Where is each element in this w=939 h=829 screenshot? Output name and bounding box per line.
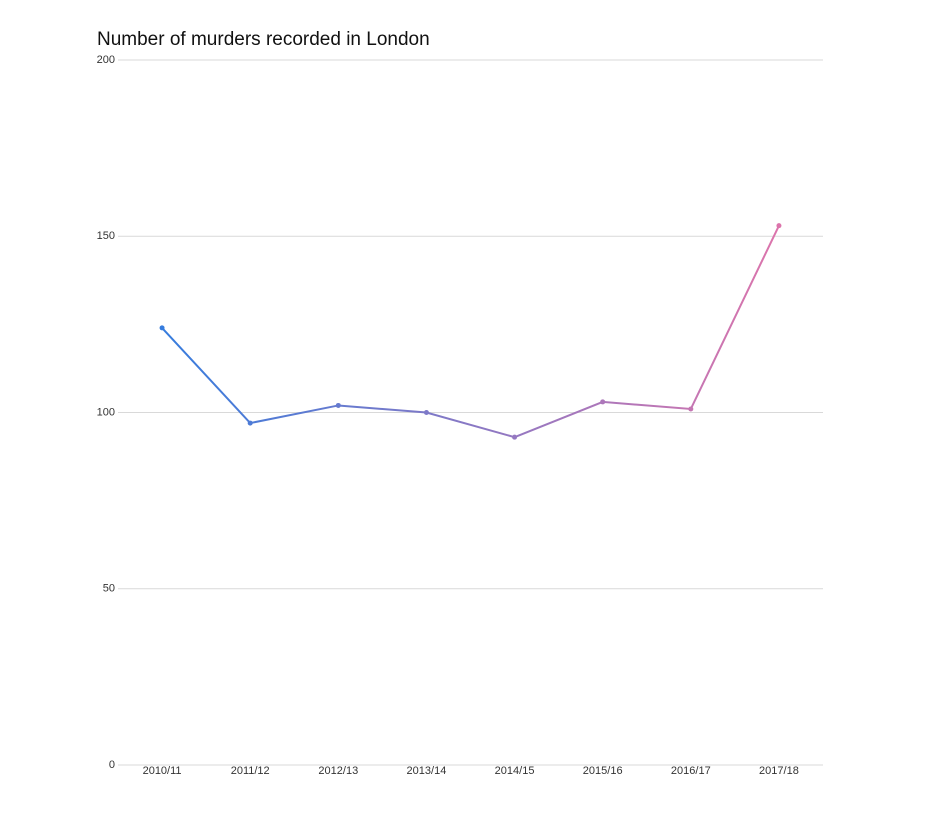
line bbox=[161, 225, 780, 439]
x-tick-label: 2010/11 bbox=[143, 765, 182, 777]
chart-title: Number of murders recorded in London bbox=[97, 29, 430, 50]
y-tick-label: 50 bbox=[103, 583, 115, 595]
y-tick-label: 200 bbox=[97, 54, 115, 66]
point bbox=[688, 406, 694, 412]
point bbox=[335, 402, 341, 408]
x-tick-label: 2012/13 bbox=[318, 765, 358, 777]
point bbox=[159, 325, 165, 331]
point bbox=[423, 410, 429, 415]
y-tick-label: 0 bbox=[109, 759, 115, 771]
x-tick-label: 2013/14 bbox=[407, 765, 447, 777]
x-tick-label: 2017/18 bbox=[759, 765, 799, 777]
x-tick-label: 2011/12 bbox=[231, 765, 270, 777]
point bbox=[247, 420, 253, 426]
x-tick-label: 2015/16 bbox=[583, 765, 623, 777]
point bbox=[600, 399, 606, 405]
point bbox=[776, 223, 782, 229]
point bbox=[512, 434, 518, 440]
x-tick-label: 2014/15 bbox=[495, 765, 535, 777]
y-tick-label: 100 bbox=[97, 406, 115, 418]
x-tick-label: 2016/17 bbox=[671, 765, 711, 777]
y-tick-label: 150 bbox=[97, 230, 115, 242]
